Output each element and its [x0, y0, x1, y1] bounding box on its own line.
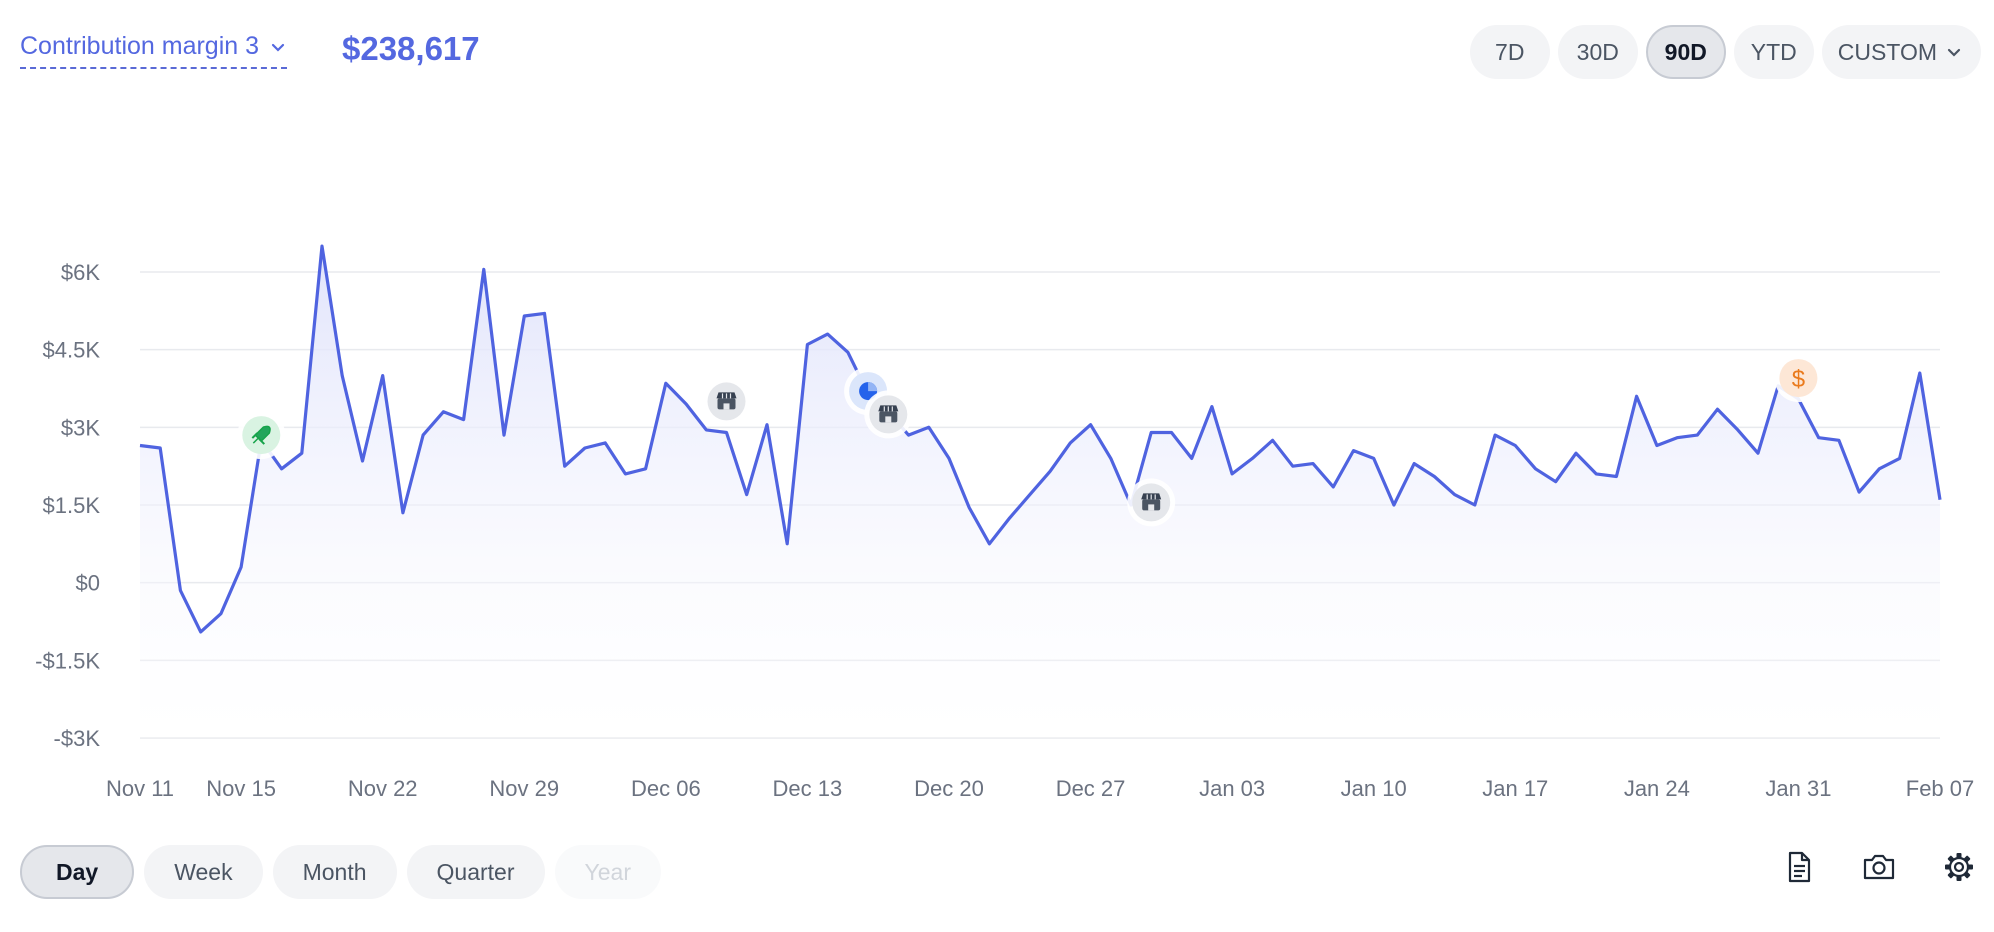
- store-annotation-marker[interactable]: [864, 390, 913, 439]
- x-tick-label: Nov 11: [106, 776, 174, 801]
- report-icon[interactable]: [1782, 850, 1816, 884]
- y-tick-label: $6K: [61, 260, 100, 285]
- x-axis: Nov 11 Nov 15 Nov 22 Nov 29 Dec 06 Dec 13 Dec …: [106, 776, 1974, 801]
- granularity-label: Quarter: [436, 858, 515, 885]
- x-tick-label: Dec 20: [914, 776, 984, 801]
- granularity-week-button[interactable]: Week: [144, 845, 263, 899]
- series-area: [140, 246, 1940, 738]
- settings-gear-icon[interactable]: [1942, 850, 1976, 884]
- x-tick-label: Jan 24: [1624, 776, 1690, 801]
- granularity-label: Day: [56, 858, 99, 885]
- chart-toolbar: [1782, 850, 1976, 884]
- annotation-markers: $: [237, 354, 1823, 527]
- store-annotation-marker[interactable]: [702, 377, 751, 426]
- y-tick-label: -$3K: [54, 726, 101, 751]
- metric-total-value: $238,617: [342, 30, 480, 67]
- range-7d-button[interactable]: 7D: [1469, 25, 1550, 79]
- x-tick-label: Jan 17: [1482, 776, 1548, 801]
- range-label: 7D: [1495, 38, 1525, 65]
- granularity-month-button[interactable]: Month: [272, 845, 397, 899]
- y-tick-label: $0: [76, 571, 100, 596]
- range-label: CUSTOM: [1837, 38, 1937, 65]
- x-tick-label: Dec 06: [631, 776, 701, 801]
- range-label: 90D: [1664, 38, 1707, 65]
- granularity-year-button: Year: [554, 845, 661, 899]
- x-tick-label: Nov 29: [489, 776, 559, 801]
- dollar-icon: $: [1792, 366, 1805, 393]
- store-annotation-marker[interactable]: [1127, 478, 1176, 527]
- x-tick-label: Feb 07: [1906, 776, 1975, 801]
- pie-chart-icon: [859, 382, 878, 401]
- range-label: 30D: [1576, 38, 1619, 65]
- granularity-day-button[interactable]: Day: [20, 845, 135, 899]
- rocket-icon: [251, 425, 271, 445]
- store-icon: [716, 392, 737, 410]
- y-tick-label: $4.5K: [43, 338, 101, 363]
- range-90d-button[interactable]: 90D: [1645, 25, 1726, 79]
- x-tick-label: Dec 27: [1056, 776, 1126, 801]
- range-ytd-button[interactable]: YTD: [1733, 25, 1814, 79]
- contribution-margin-chart: $6K$4.5K$3K$1.5K$0-$1.5K-$3K Nov 11 Nov 1…: [35, 244, 1974, 801]
- granularity-selector: Day Week Month Quarter Year: [20, 845, 661, 899]
- chevron-down-icon: [271, 43, 285, 52]
- range-30d-button[interactable]: 30D: [1557, 25, 1638, 79]
- svg-text:$: $: [1792, 366, 1805, 393]
- granularity-label: Week: [174, 858, 233, 885]
- x-tick-label: Nov 15: [206, 776, 276, 801]
- x-tick-label: Dec 13: [773, 776, 843, 801]
- camera-icon[interactable]: [1862, 850, 1896, 884]
- x-tick-label: Jan 10: [1341, 776, 1407, 801]
- y-tick-label: -$1.5K: [35, 648, 100, 673]
- x-tick-label: Nov 22: [348, 776, 418, 801]
- granularity-quarter-button[interactable]: Quarter: [406, 845, 545, 899]
- x-tick-label: Jan 03: [1199, 776, 1265, 801]
- range-label: YTD: [1750, 38, 1797, 65]
- y-tick-label: $3K: [61, 415, 100, 440]
- granularity-label: Month: [302, 858, 367, 885]
- dollar-annotation-marker[interactable]: $: [1774, 354, 1823, 403]
- metric-label: Contribution margin 3: [20, 32, 260, 60]
- y-tick-label: $1.5K: [43, 493, 101, 518]
- store-icon: [1141, 493, 1162, 511]
- rocket-annotation-marker[interactable]: [237, 411, 286, 460]
- x-tick-label: Jan 31: [1765, 776, 1831, 801]
- metric-selector[interactable]: Contribution margin 3: [20, 32, 288, 69]
- chevron-down-icon: [1947, 48, 1961, 57]
- granularity-label: Year: [584, 858, 631, 885]
- y-axis: $6K $4.5K $3K $1.5K $0 -$1.5K -$3K: [35, 260, 100, 751]
- series-line: [139, 244, 1942, 634]
- range-custom-button[interactable]: CUSTOM: [1821, 25, 1981, 79]
- store-icon: [878, 405, 899, 423]
- date-range-selector: 7D 30D 90D YTD CUSTOM: [1469, 25, 1981, 79]
